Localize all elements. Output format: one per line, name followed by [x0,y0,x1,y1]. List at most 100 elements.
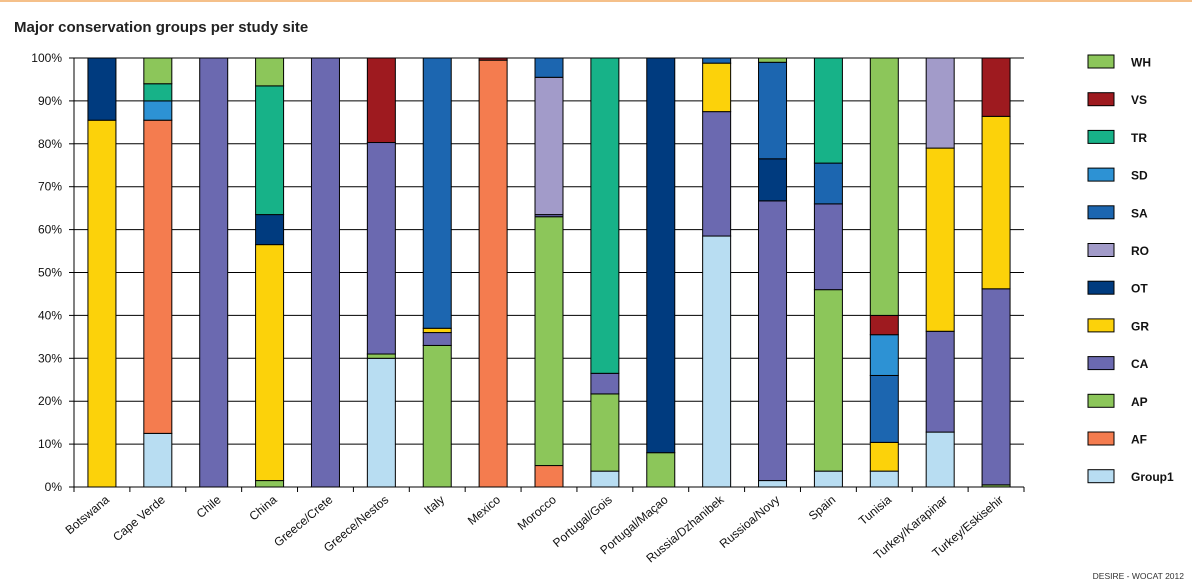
bar-segment-ap [813,289,843,472]
x-tick-label: Russioa/Novy [717,493,783,551]
bar-segment-af [534,465,564,488]
bar-segment-ap [590,393,620,472]
legend-swatch-wh [1087,54,1115,69]
bar-segment-ap [422,344,452,488]
legend-label-ot: OT [1131,282,1148,296]
legend-label-sa: SA [1131,206,1148,220]
bar-segment-group1 [590,470,620,488]
y-tick-label: 0% [45,480,63,494]
legend-swatch-group1 [1087,469,1115,484]
bar-segment-group1 [366,357,396,488]
bar-segment-ca [925,330,955,433]
chart-title: Major conservation groups per study site [14,19,309,36]
bar-segment-ca [422,332,452,346]
bar-segment-ca [310,57,340,488]
bar-segment-sa [422,57,452,329]
bar-segment-tr [813,57,843,164]
x-tick-label: Spain [806,493,839,523]
bar-segment-ca [702,111,732,237]
bar-segment-ca [366,142,396,355]
legend-swatch-sa [1087,205,1115,220]
legend-swatch-vs [1087,92,1115,107]
legend-label-ro: RO [1131,244,1149,258]
bar-segment-tr [143,83,173,102]
bar-segment-sa [813,162,843,205]
bar-segment-ca [813,203,843,291]
bar-segment-group1 [925,431,955,488]
legend-label-ca: CA [1131,357,1149,371]
bar-segment-vs [981,57,1011,117]
legend-swatch-gr [1087,318,1115,333]
bar-segment-ca [590,372,620,395]
legend-label-tr: TR [1131,131,1147,145]
bar-segment-af [478,59,508,488]
bar-segment-tr [590,57,620,374]
bar-segment-sa [869,374,899,443]
y-tick-label: 80% [38,137,62,151]
bar-segment-ca [981,288,1011,486]
y-tick-label: 30% [38,351,62,365]
x-tick-label: Tunisia [856,492,895,528]
bar-segment-wh [758,57,788,63]
bar-segment-gr [87,119,117,488]
y-tick-label: 20% [38,394,62,408]
x-tick-label: Mexico [465,492,503,527]
legend-swatch-ap [1087,393,1115,408]
legend-swatch-ca [1087,356,1115,371]
legend-label-group1: Group1 [1131,470,1174,484]
bar-segment-sa [702,57,732,64]
bar-segment-wh [255,57,285,87]
bar-segment-ap [646,452,676,488]
bar-segment-vs [366,57,396,144]
bar-segment-vs [869,314,899,336]
bar-segment-group1 [869,470,899,488]
bar-segment-gr [925,147,955,332]
legend-label-vs: VS [1131,93,1147,107]
bar-segment-ro [534,76,564,216]
bar-segment-group1 [143,432,173,488]
bar-segment-ot [758,158,788,202]
bar-segment-ot [87,57,117,121]
bar-segment-vs [478,57,508,61]
bar-segment-tr [255,85,285,216]
legend-swatch-sd [1087,167,1115,182]
bar-segment-ap [255,480,285,488]
bar-segment-group1 [813,470,843,488]
legend-swatch-af [1087,431,1115,446]
bar-segment-group1 [758,480,788,488]
bar-segment-ot [255,214,285,246]
bar-segment-gr [981,115,1011,290]
x-tick-label: Cape Verde [110,492,168,544]
legend-swatch-ro [1087,243,1115,257]
legend-label-af: AF [1131,433,1147,447]
legend-swatch-tr [1087,129,1115,144]
source-credit: DESIRE - WOCAT 2012 [1092,571,1184,581]
y-tick-label: 90% [38,94,62,108]
bar-segment-sa [534,57,564,78]
y-tick-label: 40% [38,308,62,322]
bar-segment-gr [869,441,899,472]
bar-segment-wh [143,57,173,85]
y-tick-label: 60% [38,223,62,237]
y-tick-label: 100% [31,51,62,65]
bar-segment-sd [143,100,173,121]
bar-segment-af [143,119,173,434]
y-tick-label: 10% [38,437,62,451]
legend-label-wh: WH [1131,56,1151,70]
legend-label-ap: AP [1131,395,1148,409]
bar-segment-ca [758,200,788,482]
x-tick-label: Botswana [62,492,112,537]
bar-segment-ro [925,57,955,149]
legend-swatch-ot [1087,280,1115,295]
x-tick-label: Morocco [515,492,559,533]
bar-segment-gr [422,327,452,334]
x-tick-label: China [246,492,279,523]
bar-segment-ap [534,216,564,467]
legend-label-sd: SD [1131,169,1148,183]
top-rule [0,0,1192,2]
y-tick-label: 70% [38,180,62,194]
bar-segment-gr [255,244,285,482]
bar-segment-group1 [702,235,732,488]
bar-segment-ap [366,353,396,359]
